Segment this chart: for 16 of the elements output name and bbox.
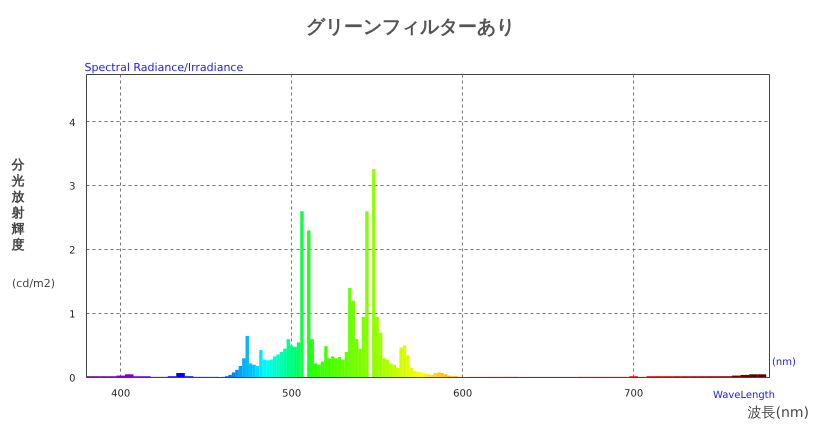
text: WaveLength [713,389,775,403]
x-tick-label: 600 [453,388,472,400]
y-tick-label: 4 [69,118,76,129]
text: (nm) [771,356,796,370]
y-tick-label: 1 [69,310,76,321]
x-tick-label: 400 [111,388,130,400]
y-tick-label: 2 [69,246,76,257]
y-tick-label: 3 [69,182,76,193]
chart-title: グリーンフィルターあり [305,15,516,40]
y-axis-title: 分光放射輝度 [10,157,26,254]
x-tick-label: 500 [282,388,302,400]
text: (cd/m2) [11,276,56,292]
x-tick-label: 700 [624,388,644,400]
x-axis-title: 波長(nm) [748,404,809,423]
text: Spectral Radiance/Irradiance [84,61,244,74]
y-tick-label: 0 [69,374,76,384]
